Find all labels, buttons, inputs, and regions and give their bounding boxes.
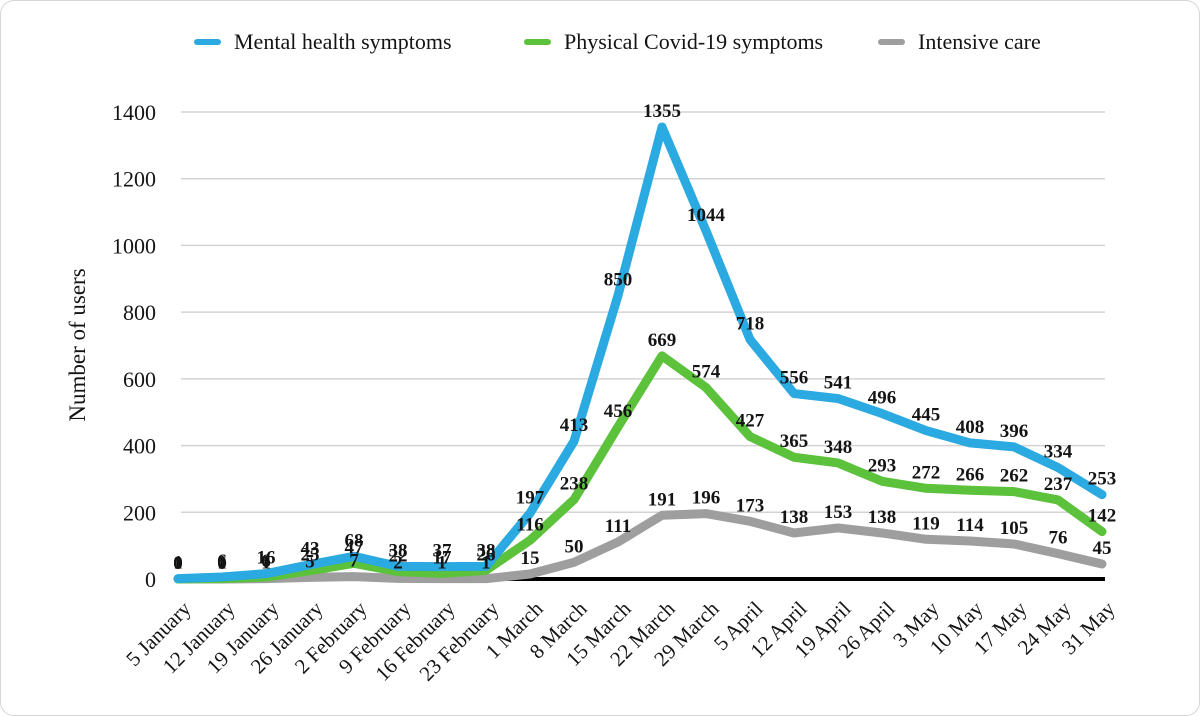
- y-tick-label: 200: [123, 500, 156, 525]
- data-label: 26: [477, 544, 496, 565]
- data-label: 47: [345, 537, 365, 558]
- y-tick-label: 0: [145, 567, 156, 592]
- data-label: 5: [305, 551, 315, 572]
- data-label: 574: [692, 362, 721, 383]
- data-label: 253: [1088, 469, 1117, 490]
- data-label: 1: [261, 553, 271, 574]
- data-label: 293: [868, 455, 897, 476]
- data-label: 334: [1044, 442, 1073, 463]
- data-label: 0: [217, 553, 227, 574]
- data-label: 262: [1000, 466, 1029, 487]
- data-label: 50: [565, 536, 584, 557]
- legend-item-mental-health: Mental health symptoms: [194, 25, 452, 59]
- data-label: 76: [1049, 528, 1068, 549]
- legend-dash-icon: [194, 39, 221, 45]
- data-label: 43: [301, 539, 320, 560]
- data-label: 116: [516, 514, 543, 535]
- series-line-mental-health-symptoms: [173, 122, 1107, 584]
- data-label: 6: [261, 551, 271, 572]
- data-label: 850: [604, 269, 633, 290]
- data-label: 408: [956, 417, 985, 438]
- chart-legend: Mental health symptoms Physical Covid-19…: [1, 25, 1199, 59]
- data-label: 22: [389, 546, 408, 567]
- data-label: 496: [868, 388, 897, 409]
- data-label: 1: [437, 553, 447, 574]
- data-label: 266: [956, 464, 985, 485]
- y-gridlines: [181, 111, 1105, 514]
- legend-dash-icon: [524, 39, 551, 45]
- data-label: 45: [1093, 538, 1112, 559]
- series-line-intensive-care: [173, 509, 1107, 584]
- legend-dash-icon: [878, 39, 905, 45]
- data-label: 197: [516, 487, 545, 508]
- legend-item-physical-covid: Physical Covid-19 symptoms: [524, 25, 823, 59]
- data-label: 2: [393, 552, 403, 573]
- y-tick-label: 800: [123, 300, 156, 325]
- data-label: 7: [349, 551, 359, 572]
- data-label: 1355: [643, 101, 681, 122]
- data-label: 191: [648, 489, 677, 510]
- data-label: 25: [301, 545, 320, 566]
- data-label: 365: [780, 431, 809, 452]
- data-label: 1: [217, 553, 227, 574]
- data-label: 238: [560, 474, 589, 495]
- y-axis-tick-labels: 0 200 400 600 800 1000 1200 1400: [112, 100, 156, 592]
- legend-item-intensive-care: Intensive care: [878, 25, 1041, 59]
- data-label: 1: [481, 553, 491, 574]
- y-tick-label: 400: [123, 434, 156, 459]
- data-label: 114: [956, 515, 984, 536]
- data-label: 37: [433, 541, 453, 562]
- data-label: 16: [257, 548, 276, 569]
- data-label: 456: [604, 401, 633, 422]
- data-label: 138: [868, 507, 897, 528]
- data-label: 111: [605, 516, 631, 537]
- data-label: 138: [780, 507, 809, 528]
- y-axis-title: Number of users: [65, 268, 90, 421]
- data-label: 105: [1000, 518, 1029, 539]
- data-label: 237: [1044, 474, 1073, 495]
- y-tick-label: 1400: [112, 100, 156, 125]
- data-label: 427: [736, 411, 765, 432]
- data-label: 153: [824, 502, 853, 523]
- data-label: 541: [824, 373, 853, 394]
- y-tick-label: 600: [123, 367, 156, 392]
- legend-label: Physical Covid-19 symptoms: [564, 29, 824, 54]
- data-label: 272: [912, 462, 941, 483]
- data-label: 718: [736, 313, 765, 334]
- data-label: 556: [780, 368, 809, 389]
- data-label: 38: [389, 540, 408, 561]
- data-label: 6: [217, 551, 227, 572]
- data-label: 68: [345, 530, 364, 551]
- legend-label: Mental health symptoms: [234, 29, 452, 54]
- data-label: 196: [692, 488, 721, 509]
- data-label: 445: [912, 405, 941, 426]
- data-label: 17: [433, 547, 453, 568]
- series-line-physical-covid-19-symptoms: [173, 351, 1107, 584]
- data-label: 0: [173, 553, 183, 574]
- data-label: 119: [912, 513, 939, 534]
- data-label: 1044: [687, 205, 726, 226]
- data-label: 396: [1000, 421, 1029, 442]
- data-label: 173: [736, 495, 765, 516]
- y-tick-label: 1200: [112, 167, 156, 192]
- data-label: 413: [560, 415, 589, 436]
- data-label: 38: [477, 540, 496, 561]
- data-label: 15: [521, 548, 540, 569]
- data-label: 0: [173, 553, 183, 574]
- data-label: 1: [173, 553, 183, 574]
- legend-label: Intensive care: [918, 29, 1041, 54]
- y-tick-label: 1000: [112, 233, 156, 258]
- data-label: 669: [648, 330, 677, 351]
- data-label: 348: [824, 437, 853, 458]
- data-label: 142: [1088, 506, 1117, 527]
